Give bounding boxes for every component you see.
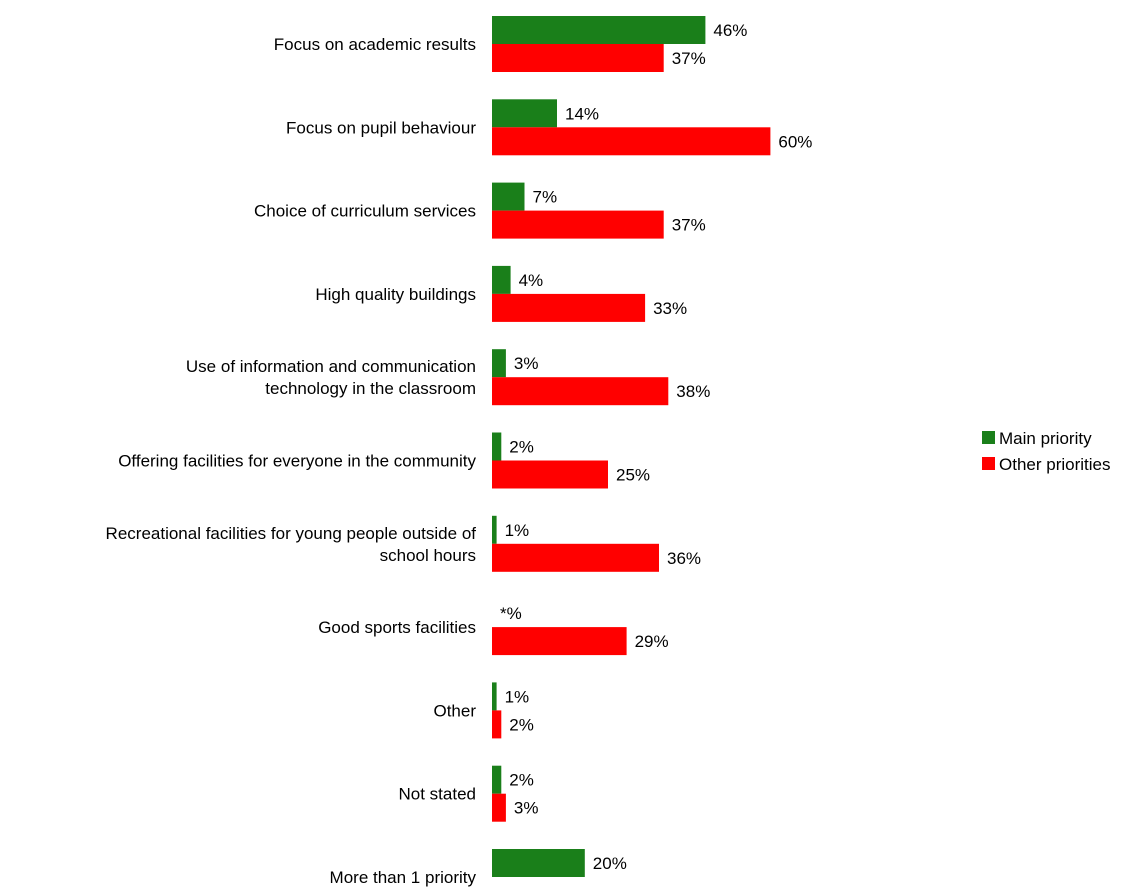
data-label: 33% <box>653 299 687 318</box>
legend: Main priority Other priorities <box>982 429 1110 474</box>
data-label: 37% <box>672 49 706 68</box>
data-label: 1% <box>505 521 530 540</box>
main-priority-bar <box>492 182 525 211</box>
data-label: 36% <box>667 549 701 568</box>
category-label: Focus on academic results <box>274 35 476 54</box>
other-priorities-bar <box>492 293 646 322</box>
other-priorities-bar <box>492 710 502 739</box>
category-label: High quality buildings <box>315 285 476 304</box>
category-label: More than 1 priority <box>330 868 477 887</box>
main-priority-bar <box>492 265 511 294</box>
data-label: 29% <box>635 632 669 651</box>
other-priorities-bar <box>492 210 664 239</box>
data-label: 37% <box>672 216 706 235</box>
category-label: Offering facilities for everyone in the … <box>118 452 476 471</box>
main-priority-bar <box>492 16 706 44</box>
data-label: 2% <box>509 438 534 457</box>
category-label: Other <box>433 701 476 720</box>
main-priority-bar <box>492 349 506 378</box>
legend-label: Other priorities <box>999 455 1110 474</box>
data-label: 14% <box>565 104 599 123</box>
category-label: Use of information and communication <box>186 357 476 376</box>
category-label: Focus on pupil behaviour <box>286 118 476 137</box>
category-label: Recreational facilities for young people… <box>106 524 477 543</box>
data-label: 3% <box>514 354 539 373</box>
data-label: *% <box>500 604 522 623</box>
legend-label: Main priority <box>999 429 1092 448</box>
data-label: 3% <box>514 799 539 818</box>
data-label: 25% <box>616 466 650 485</box>
other-priorities-bar <box>492 44 664 72</box>
main-priority-bar <box>492 849 585 877</box>
data-label: 38% <box>676 382 710 401</box>
main-priority-bar <box>492 765 502 794</box>
data-label: 7% <box>533 188 558 207</box>
legend-swatch <box>982 431 995 444</box>
category-label: Choice of curriculum services <box>254 202 476 221</box>
category-label: technology in the classroom <box>265 379 476 398</box>
category-label: school hours <box>380 546 476 565</box>
other-priorities-bar <box>492 460 608 489</box>
data-label: 46% <box>713 21 747 40</box>
category-label: Good sports facilities <box>318 618 476 637</box>
main-priority-bar <box>492 99 557 128</box>
main-priority-bar <box>492 515 497 544</box>
data-labels: 46% 37% 14% 60% 7% 37% 4% 33% 3% 38% 2% 25% 1% 36% *% 2… <box>500 21 812 873</box>
data-label: 20% <box>593 854 627 873</box>
data-label: 60% <box>778 132 812 151</box>
data-label: 1% <box>505 687 530 706</box>
legend-swatch <box>982 457 995 470</box>
other-priorities-bar <box>492 377 669 406</box>
main-priority-bar <box>492 432 502 461</box>
other-priorities-bar <box>492 127 771 156</box>
other-priorities-bar <box>492 543 659 572</box>
data-label: 2% <box>509 771 534 790</box>
category-label: Not stated <box>399 785 477 804</box>
other-priorities-bar <box>492 627 627 656</box>
main-priority-bar <box>492 682 497 711</box>
other-priorities-bar <box>492 793 506 822</box>
data-label: 2% <box>509 715 534 734</box>
category-labels: Focus on academic results Focus on pupil … <box>106 35 477 887</box>
data-label: 4% <box>519 271 544 290</box>
bars <box>492 16 771 877</box>
